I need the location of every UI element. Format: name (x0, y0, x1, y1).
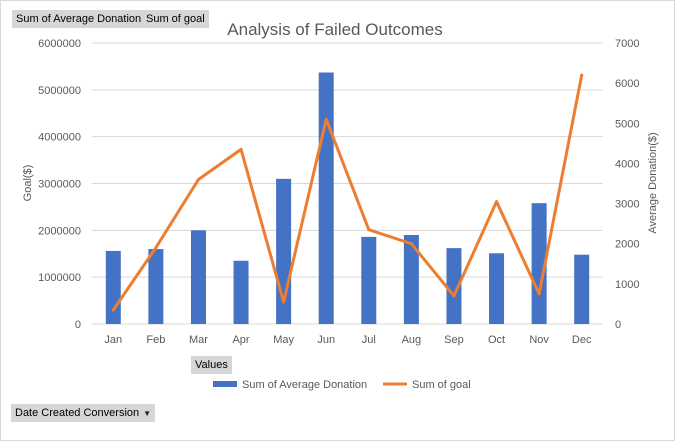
right-axis-tick-label: 6000 (615, 78, 639, 90)
value-field-average-donation-button[interactable]: Sum of Average Donation (12, 10, 146, 28)
legend-swatch-average-donation (213, 381, 237, 387)
x-axis-tick-label: Jun (317, 334, 335, 346)
date-created-conversion-filter[interactable]: Date Created Conversion ▼ (11, 404, 156, 422)
x-axis-tick-label: Aug (402, 334, 422, 346)
bar (233, 260, 249, 324)
right-axis-ticks: 0 1000 2000 3000 4000 5000 6000 7000 (615, 38, 639, 331)
left-axis-tick-label: 0 (75, 319, 81, 331)
x-axis-tick-label: May (273, 334, 294, 346)
y-axis-label: Goal($) (22, 165, 34, 202)
bar-series (105, 72, 590, 324)
gridlines (92, 42, 603, 325)
x-axis-tick-label: Mar (189, 334, 208, 346)
goal-line (111, 73, 584, 312)
left-axis-tick-label: 5000000 (38, 85, 81, 97)
legend-label-goal: Sum of goal (412, 379, 471, 391)
right-axis-tick-label: 0 (615, 319, 621, 331)
goal-line-point (537, 292, 541, 296)
goal-line-point (367, 228, 371, 232)
dropdown-arrow-icon: ▼ (143, 409, 152, 418)
value-field-goal-button[interactable]: Sum of goal (142, 10, 209, 28)
line-series (111, 73, 584, 312)
bar (574, 254, 590, 324)
right-axis-tick-label: 2000 (615, 239, 639, 251)
bar (489, 253, 505, 324)
bar (190, 230, 206, 324)
x-axis-tick-label: Feb (146, 334, 165, 346)
bar (361, 236, 377, 324)
left-axis-tick-label: 2000000 (38, 225, 81, 237)
bar (403, 235, 419, 324)
bar (148, 249, 164, 324)
x-axis-tick-label: Apr (232, 334, 249, 346)
left-axis-ticks: 0 1000000 2000000 3000000 4000000 5000000 6000… (38, 38, 81, 331)
x-axis-tick-label: Sep (444, 334, 464, 346)
goal-line-point (324, 117, 328, 121)
left-axis-tick-label: 3000000 (38, 179, 81, 191)
left-axis-tick-label: 6000000 (38, 38, 81, 50)
goal-line-point (495, 200, 499, 204)
bar (531, 203, 547, 324)
x-axis-ticks: Jan Feb Mar Apr May Jun Jul Aug Sep Oct Nov Dec (104, 334, 592, 346)
goal-line-point (196, 177, 200, 181)
x-axis-tick-label: Jul (362, 334, 376, 346)
goal-line-point (239, 147, 243, 151)
right-axis-tick-label: 7000 (615, 38, 639, 50)
left-axis-tick-label: 4000000 (38, 132, 81, 144)
date-created-conversion-label: Date Created Conversion (15, 407, 140, 419)
bar (318, 72, 334, 324)
x-axis-tick-label: Oct (488, 334, 505, 346)
y2-axis-label: Average Donation($) (647, 132, 659, 233)
x-axis-tick-label: Nov (529, 334, 549, 346)
goal-line-point (154, 246, 158, 250)
x-axis-tick-label: Jan (104, 334, 122, 346)
values-button[interactable]: Values (191, 356, 232, 374)
right-axis-tick-label: 5000 (615, 118, 639, 130)
goal-line-point (409, 242, 413, 246)
right-axis-tick-label: 4000 (615, 158, 639, 170)
legend-label-average-donation: Sum of Average Donation (242, 379, 367, 391)
goal-line-point (282, 300, 286, 304)
bar (446, 248, 462, 324)
goal-line-point (580, 73, 584, 77)
legend: Sum of Average Donation Sum of goal (213, 379, 471, 391)
x-axis-tick-label: Dec (572, 334, 592, 346)
goal-line-point (452, 294, 456, 298)
goal-line-point (111, 308, 115, 312)
bar (105, 250, 121, 324)
right-axis-tick-label: 3000 (615, 199, 639, 211)
right-axis-tick-label: 1000 (615, 279, 639, 291)
left-axis-tick-label: 1000000 (38, 272, 81, 284)
chart-title: Analysis of Failed Outcomes (227, 20, 442, 39)
